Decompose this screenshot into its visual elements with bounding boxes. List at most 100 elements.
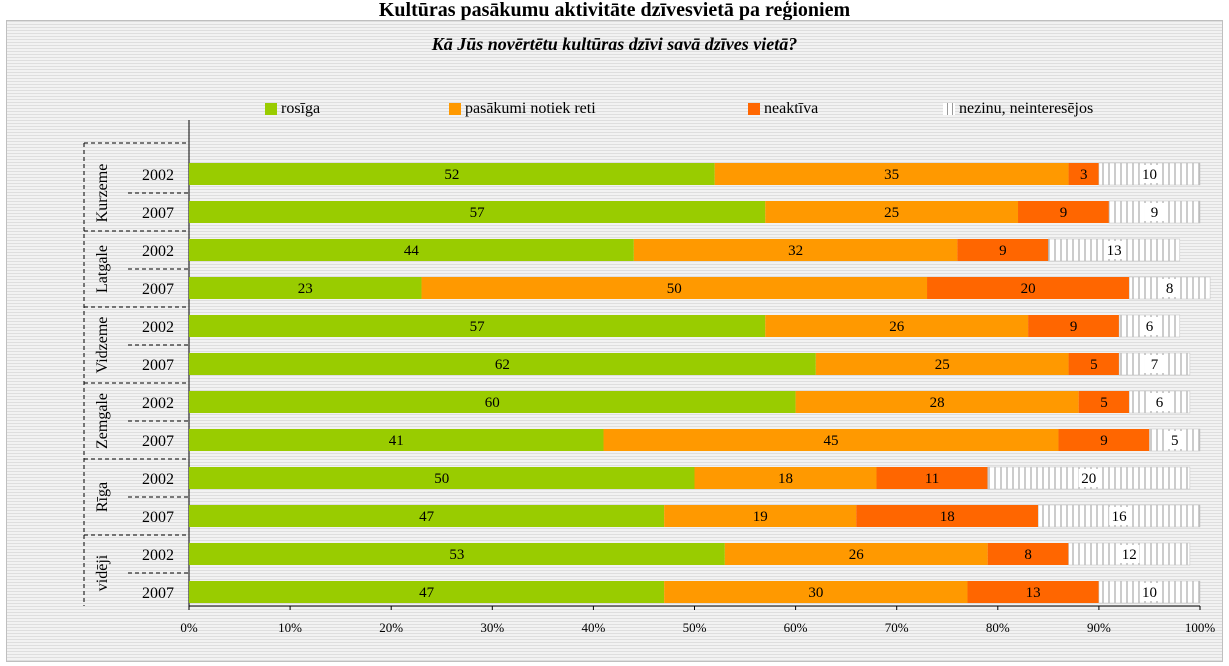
data-label-bg xyxy=(1144,355,1165,373)
data-label: 50 xyxy=(667,281,682,297)
bar-segment xyxy=(189,277,422,299)
data-label: 57 xyxy=(470,205,486,221)
data-label: 28 xyxy=(930,395,945,411)
year-label: 2007 xyxy=(142,509,174,526)
data-label: 5 xyxy=(1171,433,1179,449)
group-label: Kurzeme xyxy=(94,164,111,223)
legend-label: nezinu, neinteresējos xyxy=(959,100,1094,117)
bar-segment xyxy=(189,201,766,223)
bar-segment xyxy=(189,543,725,565)
year-label: 2002 xyxy=(142,243,174,260)
data-label: 23 xyxy=(298,281,313,297)
data-label: 47 xyxy=(419,509,435,525)
chart-title: Kā Jūs novērtētu kultūras dzīvi savā dzī… xyxy=(431,34,798,54)
bar-segment xyxy=(967,581,1099,603)
data-label: 35 xyxy=(884,167,899,183)
data-label: 20 xyxy=(1021,281,1036,297)
x-tick-label: 30% xyxy=(480,620,504,635)
x-tick-label: 80% xyxy=(986,620,1010,635)
data-label: 9 xyxy=(1070,319,1078,335)
data-label: 53 xyxy=(449,547,464,563)
bar-segment xyxy=(603,429,1059,451)
bar-segment xyxy=(694,467,877,489)
data-label: 13 xyxy=(1026,585,1041,601)
x-tick-label: 100% xyxy=(1185,620,1216,635)
bar-segment xyxy=(664,505,857,527)
data-label: 6 xyxy=(1156,395,1164,411)
data-label-bg xyxy=(1144,203,1165,221)
legend-swatch xyxy=(748,103,760,115)
bar-segment xyxy=(189,429,604,451)
data-label: 10 xyxy=(1142,585,1157,601)
bar-segment xyxy=(957,239,1049,261)
x-tick-label: 50% xyxy=(683,620,707,635)
x-tick-label: 60% xyxy=(784,620,808,635)
data-label: 50 xyxy=(434,471,449,487)
data-label: 18 xyxy=(778,471,793,487)
x-tick-label: 0% xyxy=(180,620,198,635)
data-label-bg xyxy=(1119,545,1140,563)
data-label: 45 xyxy=(823,433,838,449)
legend-label: rosīga xyxy=(281,100,321,117)
bar-segment xyxy=(987,543,1069,565)
data-label: 6 xyxy=(1146,319,1154,335)
bar-segment xyxy=(189,581,665,603)
bar-segment xyxy=(189,315,766,337)
data-label-bg xyxy=(1139,317,1160,335)
bar-segment xyxy=(1058,429,1150,451)
legend-swatch xyxy=(449,103,461,115)
bar-segment xyxy=(189,391,796,413)
x-tick-label: 10% xyxy=(278,620,302,635)
data-label: 9 xyxy=(1100,433,1108,449)
page-title: Kultūras pasākumu aktivitāte dzīvesvietā… xyxy=(378,0,851,20)
x-tick-label: 40% xyxy=(581,620,605,635)
group-label: Vidzeme xyxy=(94,317,111,374)
legend-label: neaktīva xyxy=(764,100,819,117)
bar-segment xyxy=(856,505,1039,527)
data-label: 7 xyxy=(1151,357,1159,373)
x-tick-label: 70% xyxy=(885,620,909,635)
data-label: 16 xyxy=(1112,509,1128,525)
data-label: 20 xyxy=(1081,471,1096,487)
data-label: 60 xyxy=(485,395,500,411)
bar-segment xyxy=(795,391,1079,413)
data-label-bg xyxy=(1159,279,1180,297)
legend-item: pasākumi notiek reti xyxy=(449,100,596,118)
data-label: 13 xyxy=(1107,243,1122,259)
bar-segment xyxy=(876,467,988,489)
bar-segment xyxy=(664,581,968,603)
data-label: 47 xyxy=(419,585,435,601)
group-label: Zemgale xyxy=(94,393,111,449)
legend-swatch xyxy=(265,103,277,115)
year-label: 2002 xyxy=(142,471,174,488)
bar-segment xyxy=(815,353,1069,375)
data-label: 10 xyxy=(1142,167,1157,183)
bar-segment xyxy=(189,467,695,489)
data-label-bg xyxy=(1078,469,1099,487)
bar-segment xyxy=(1018,201,1110,223)
group-label: Rīga xyxy=(94,482,111,512)
x-tick-label: 90% xyxy=(1087,620,1111,635)
bar-segment xyxy=(189,163,715,185)
x-tick-label: 20% xyxy=(379,620,403,635)
bar-segment xyxy=(1068,353,1120,375)
data-label: 9 xyxy=(999,243,1007,259)
data-label: 57 xyxy=(470,319,486,335)
year-label: 2002 xyxy=(142,167,174,184)
bar-segment xyxy=(189,353,816,375)
group-label: Latgale xyxy=(94,245,111,293)
data-label: 11 xyxy=(925,471,939,487)
data-label-bg xyxy=(1104,241,1125,259)
data-label: 32 xyxy=(788,243,803,259)
data-label: 19 xyxy=(753,509,768,525)
bar-segment xyxy=(724,543,988,565)
data-label: 9 xyxy=(1151,205,1159,221)
year-label: 2007 xyxy=(142,281,174,298)
data-label-bg xyxy=(1109,507,1130,525)
data-label: 9 xyxy=(1060,205,1068,221)
bar-segment xyxy=(765,315,1029,337)
bar-segment xyxy=(714,163,1069,185)
data-label: 41 xyxy=(389,433,404,449)
data-label: 8 xyxy=(1166,281,1174,297)
